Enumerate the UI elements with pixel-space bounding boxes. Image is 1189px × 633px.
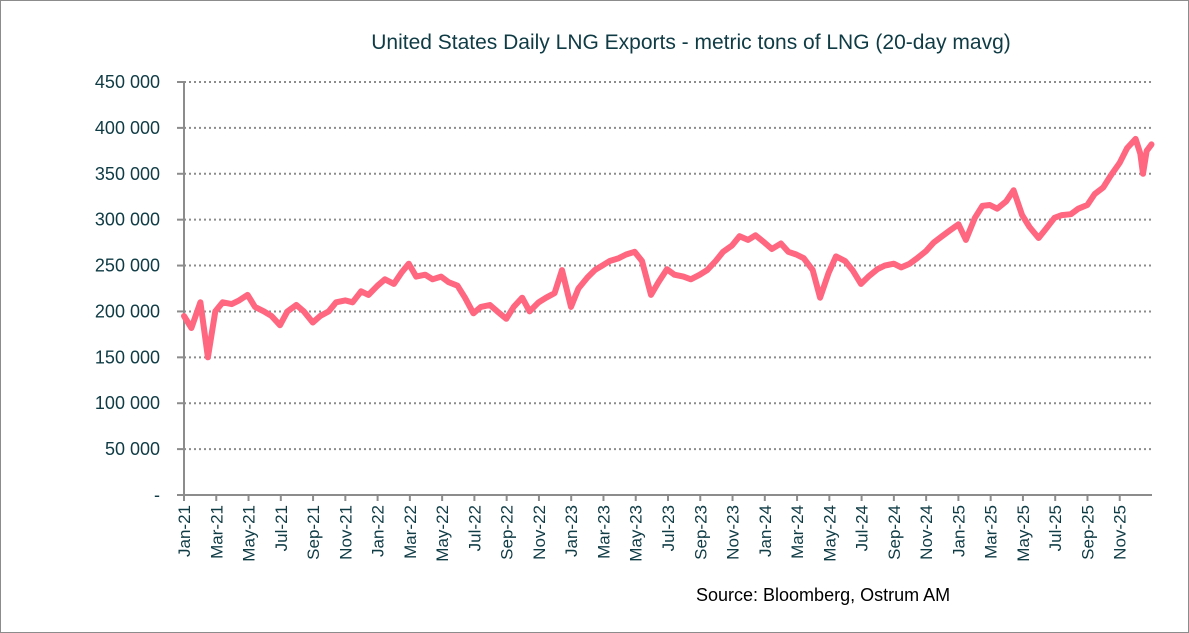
y-tick-label: 450 000 <box>95 72 160 92</box>
x-tick-label: Jul-25 <box>1046 505 1065 551</box>
y-tick-label: 250 000 <box>95 256 160 276</box>
x-tick-label: Jan-24 <box>756 505 775 557</box>
x-tick-label: Sep-24 <box>885 505 904 560</box>
series-line <box>181 135 1155 361</box>
x-tick-label: May-22 <box>433 505 452 562</box>
y-tick-label: 400 000 <box>95 118 160 138</box>
x-tick-label: Mar-22 <box>401 505 420 559</box>
x-tick-label: Jan-23 <box>562 505 581 557</box>
x-tick-label: Nov-23 <box>724 505 743 560</box>
x-tick-label: Nov-25 <box>1111 505 1130 560</box>
chart-title: United States Daily LNG Exports - metric… <box>371 31 1011 54</box>
x-tick-label: Jul-23 <box>659 505 678 551</box>
x-tick-label: Jan-22 <box>369 505 388 557</box>
x-tick-label: May-23 <box>627 505 646 562</box>
x-tick-label: May-24 <box>820 505 839 562</box>
y-tick-label: - <box>154 485 160 505</box>
x-tick-label: Mar-21 <box>207 505 226 559</box>
source-note: Source: Bloomberg, Ostrum AM <box>696 585 951 605</box>
x-tick-label: Jul-21 <box>272 505 291 551</box>
x-tick-label: Mar-23 <box>594 505 613 559</box>
x-tick-label: Nov-22 <box>530 505 549 560</box>
y-tick-label: 50 000 <box>105 439 160 459</box>
x-tick-label: Sep-22 <box>498 505 517 560</box>
x-tick-label: Mar-24 <box>788 505 807 559</box>
y-tick-label: 300 000 <box>95 210 160 230</box>
y-tick-label: 200 000 <box>95 301 160 321</box>
x-tick-label: Jan-21 <box>175 505 194 557</box>
x-tick-label: Jul-22 <box>465 505 484 551</box>
x-tick-label: Sep-21 <box>304 505 323 560</box>
x-tick-label: Sep-23 <box>691 505 710 560</box>
x-tick-label: Nov-24 <box>917 505 936 560</box>
y-tick-label: 350 000 <box>95 164 160 184</box>
x-tick-label: Jan-25 <box>949 505 968 557</box>
x-tick-label: May-21 <box>240 505 259 562</box>
x-tick-label: Mar-25 <box>982 505 1001 559</box>
y-tick-label: 150 000 <box>95 347 160 367</box>
y-tick-label: 100 000 <box>95 393 160 413</box>
x-tick-label: Nov-21 <box>336 505 355 560</box>
x-tick-label: May-25 <box>1014 505 1033 562</box>
x-tick-label: Sep-25 <box>1078 505 1097 560</box>
x-tick-label: Jul-24 <box>853 505 872 551</box>
